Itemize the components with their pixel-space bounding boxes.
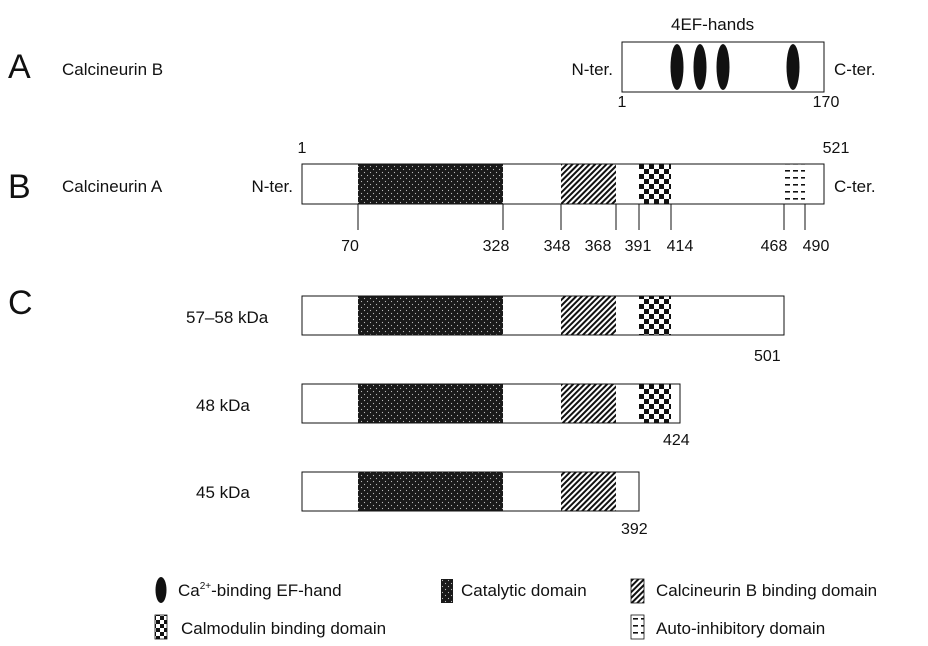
panel-a-name: Calcineurin B [62,60,163,79]
panel-a-title: 4EF-hands [671,15,754,34]
isoform-2-outline [301,383,681,424]
isoform-1-catalytic [358,296,503,335]
legend-autoinhibitory-icon [630,614,645,640]
panel-c-letter: C [8,284,33,322]
pos-348: 348 [544,238,571,255]
panel-b-n-term: N-ter. [251,177,293,196]
isoform-1-calmodulin [639,296,671,335]
ef-hand-4 [786,44,800,90]
pos-468: 468 [761,238,788,255]
legend-catalytic-label: Catalytic domain [461,581,587,600]
panel-a-n-term: N-ter. [571,60,613,79]
isoform-2-end: 424 [663,432,690,449]
isoform-3-label: 45 kDa [196,483,250,502]
panel-b: B Calcineurin A N-ter. 1 521 C-ter. 70 3… [8,140,876,255]
pos-490: 490 [803,238,830,255]
cnb-binding-domain [561,164,616,204]
calcineurin-a-outline [301,163,825,205]
legend-autoinhibitory-label: Auto-inhibitory domain [656,619,825,638]
panel-b-name: Calcineurin A [62,177,163,196]
ef-hand-1 [670,44,684,90]
isoform-2-cnb-binding [561,384,616,423]
panel-a-letter: A [8,48,31,86]
isoform-3-catalytic [358,472,503,511]
isoform-1-end: 501 [754,348,781,365]
isoform-2-calmodulin [639,384,671,423]
auto-inhibitory-domain [784,164,805,204]
pos-70: 70 [341,238,359,255]
legend-catalytic-icon [441,579,453,603]
catalytic-domain [358,164,503,204]
isoform-1-outline [301,295,785,336]
legend-cnb-icon [630,578,645,604]
legend: Ca2+-binding EF-hand Catalytic domain Ca… [154,577,877,640]
panel-a-end: 170 [813,94,840,111]
legend-ef-hand-icon [155,577,167,603]
panel-a-c-term: C-ter. [834,60,876,79]
panel-b-end: 521 [823,140,850,157]
panel-b-start: 1 [298,140,307,157]
pos-391: 391 [625,238,652,255]
isoform-1-cnb-binding [561,296,616,335]
panel-b-letter: B [8,168,31,206]
ef-hand-3 [716,44,730,90]
panel-b-c-term: C-ter. [834,177,876,196]
isoform-3-end: 392 [621,521,648,538]
isoform-2-catalytic [358,384,503,423]
panel-a: A Calcineurin B 4EF-hands N-ter. C-ter. … [8,15,876,111]
legend-ef-hand-label: Ca2+-binding EF-hand [178,581,342,600]
ef-hand-2 [693,44,707,90]
isoform-1-label: 57–58 kDa [186,308,269,327]
isoform-3-cnb-binding [561,472,616,511]
panel-a-start: 1 [618,94,627,111]
pos-368: 368 [585,238,612,255]
pos-414: 414 [667,238,694,255]
isoform-2-label: 48 kDa [196,396,250,415]
isoform-3-outline [301,471,640,512]
legend-calmodulin-label: Calmodulin binding domain [181,619,386,638]
panel-c: C 57–58 kDa 501 48 kDa 424 45 kDa 392 [8,284,785,538]
legend-cnb-label: Calcineurin B binding domain [656,581,877,600]
legend-calmodulin-icon [154,614,168,640]
calmodulin-binding-domain [639,164,671,204]
pos-328: 328 [483,238,510,255]
